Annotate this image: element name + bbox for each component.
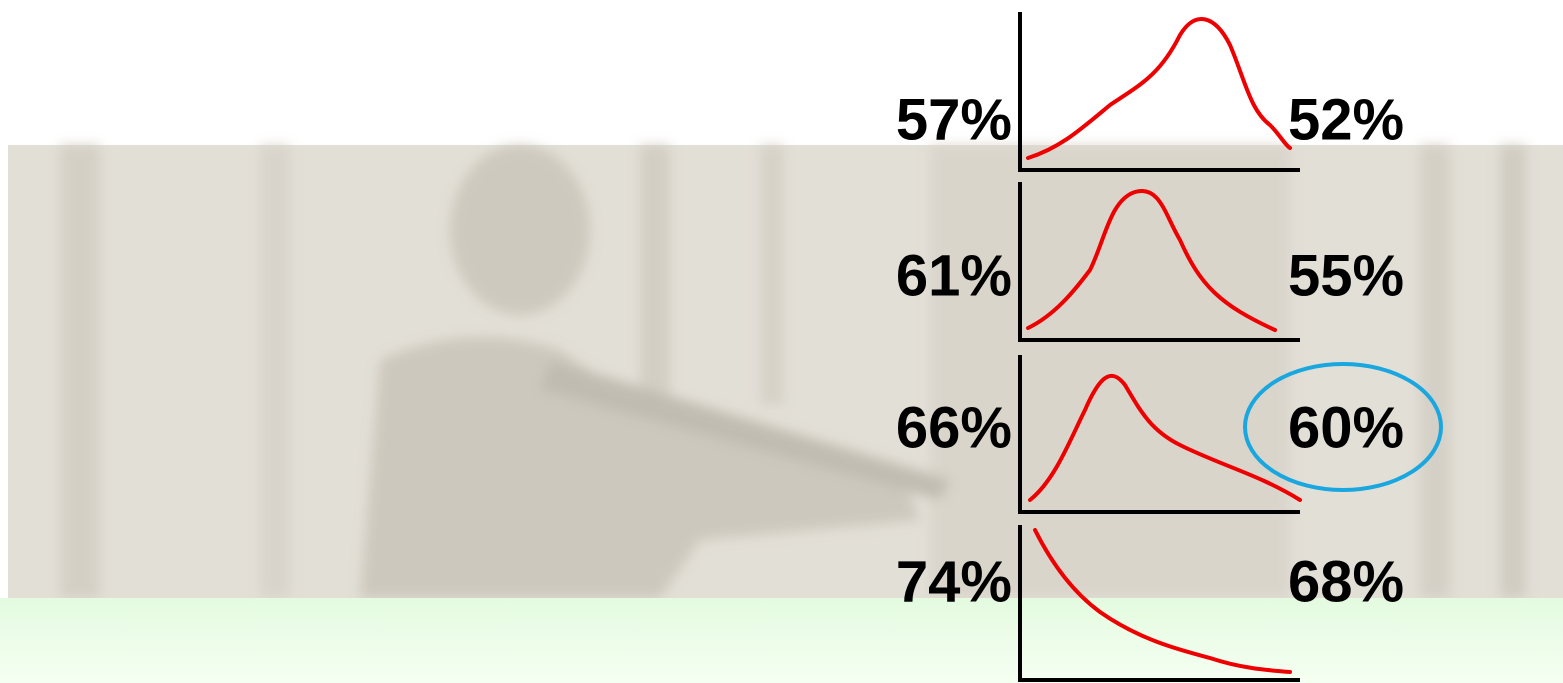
curve — [1026, 188, 1277, 332]
axis — [1018, 525, 1300, 682]
right-label: 68% — [1288, 549, 1404, 614]
left-label: 61% — [896, 243, 1012, 308]
axis — [1018, 355, 1300, 514]
highlight-circle — [1243, 362, 1443, 492]
left-label: 57% — [896, 87, 1012, 152]
left-label: 66% — [896, 395, 1012, 460]
right-label: 52% — [1288, 87, 1404, 152]
mini-charts — [1018, 12, 1302, 682]
left-label: 74% — [896, 549, 1012, 614]
background-photo — [8, 145, 1563, 598]
curve — [1033, 528, 1292, 674]
footer-band — [0, 598, 1563, 683]
curve — [1026, 17, 1292, 160]
right-label: 55% — [1288, 243, 1404, 308]
curve — [1028, 373, 1302, 502]
axis — [1018, 182, 1300, 342]
right-label: 60% — [1288, 395, 1404, 460]
labels: 57% 52% 61% 55% 66% 60% 74% 68% — [896, 87, 1404, 614]
axis — [1018, 12, 1300, 172]
